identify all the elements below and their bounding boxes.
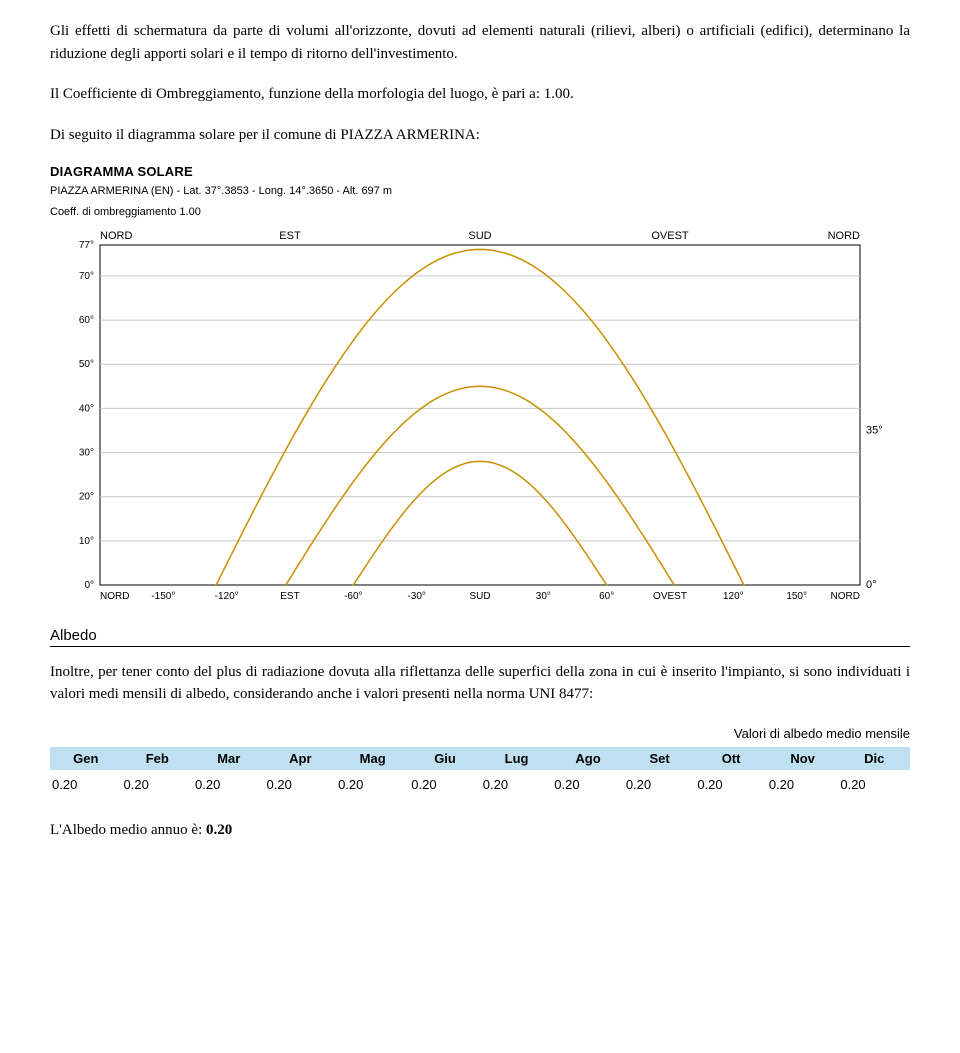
solar-chart-svg: 0° 10° 20° 30° 40° 50° 60° 70° 77° NORD EST SUD OVES… — [50, 225, 900, 607]
svg-text:40°: 40° — [79, 403, 94, 414]
paragraph-screening: Gli effetti di schermatura da parte di v… — [50, 20, 910, 65]
albedo-value-cell: 0.20 — [409, 770, 481, 794]
albedo-table-row: 0.200.200.200.200.200.200.200.200.200.20… — [50, 770, 910, 794]
svg-text:30°: 30° — [79, 447, 94, 458]
svg-text:77°: 77° — [79, 240, 94, 251]
svg-text:NORD: NORD — [828, 230, 860, 242]
albedo-table: GenFebMarAprMagGiuLugAgoSetOttNovDic 0.2… — [50, 747, 910, 794]
svg-text:-60°: -60° — [344, 591, 362, 602]
albedo-value-cell: 0.20 — [481, 770, 553, 794]
albedo-table-caption: Valori di albedo medio mensile — [50, 726, 910, 741]
svg-text:70°: 70° — [79, 271, 94, 282]
svg-text:30°: 30° — [536, 591, 551, 602]
albedo-value-cell: 0.20 — [838, 770, 910, 794]
svg-text:-150°: -150° — [151, 591, 175, 602]
albedo-month-header: Nov — [767, 747, 839, 771]
albedo-month-header: Apr — [265, 747, 337, 771]
albedo-month-header: Ott — [695, 747, 767, 771]
chart-subtitle-location: PIAZZA ARMERINA (EN) - Lat. 37°.3853 - L… — [50, 184, 910, 198]
svg-text:0°: 0° — [84, 580, 94, 591]
svg-text:20°: 20° — [79, 492, 94, 503]
svg-text:10°: 10° — [79, 536, 94, 547]
svg-text:NORD: NORD — [831, 591, 860, 602]
svg-text:35°: 35° — [866, 424, 883, 436]
albedo-month-header: Lug — [481, 747, 553, 771]
svg-text:NORD: NORD — [100, 591, 129, 602]
solar-diagram: DIAGRAMMA SOLARE PIAZZA ARMERINA (EN) - … — [50, 164, 910, 607]
albedo-value-cell: 0.20 — [122, 770, 194, 794]
svg-text:150°: 150° — [786, 591, 807, 602]
svg-text:120°: 120° — [723, 591, 744, 602]
albedo-month-header: Gen — [50, 747, 122, 771]
albedo-value-cell: 0.20 — [193, 770, 265, 794]
paragraph-diagram-intro: Di seguito il diagramma solare per il co… — [50, 124, 910, 147]
albedo-value-cell: 0.20 — [695, 770, 767, 794]
albedo-annual-value: 0.20 — [206, 822, 232, 838]
albedo-value-cell: 0.20 — [767, 770, 839, 794]
svg-text:60°: 60° — [599, 591, 614, 602]
albedo-value-cell: 0.20 — [50, 770, 122, 794]
svg-text:50°: 50° — [79, 359, 94, 370]
chart-subtitle-coeff: Coeff. di ombreggiamento 1.00 — [50, 205, 910, 219]
albedo-heading: Albedo — [50, 627, 910, 647]
albedo-month-header: Mar — [193, 747, 265, 771]
svg-text:60°: 60° — [79, 315, 94, 326]
albedo-table-head-row: GenFebMarAprMagGiuLugAgoSetOttNovDic — [50, 747, 910, 771]
svg-text:-30°: -30° — [407, 591, 425, 602]
svg-text:SUD: SUD — [469, 591, 490, 602]
albedo-month-header: Dic — [838, 747, 910, 771]
svg-text:OVEST: OVEST — [653, 591, 687, 602]
svg-text:-120°: -120° — [215, 591, 239, 602]
albedo-value-cell: 0.20 — [336, 770, 409, 794]
albedo-month-header: Giu — [409, 747, 481, 771]
svg-text:OVEST: OVEST — [651, 230, 689, 242]
paragraph-coefficient: Il Coefficiente di Ombreggiamento, funzi… — [50, 83, 910, 106]
albedo-value-cell: 0.20 — [624, 770, 696, 794]
albedo-annual-label: L'Albedo medio annuo è: — [50, 822, 206, 838]
svg-text:NORD: NORD — [100, 230, 132, 242]
albedo-month-header: Set — [624, 747, 696, 771]
svg-text:EST: EST — [279, 230, 301, 242]
svg-text:0°: 0° — [866, 579, 877, 591]
albedo-month-header: Feb — [122, 747, 194, 771]
albedo-month-header: Ago — [552, 747, 624, 771]
albedo-month-header: Mag — [336, 747, 409, 771]
albedo-annual: L'Albedo medio annuo è: 0.20 — [50, 822, 910, 839]
svg-text:EST: EST — [280, 591, 299, 602]
albedo-intro: Inoltre, per tener conto del plus di rad… — [50, 661, 910, 706]
albedo-value-cell: 0.20 — [552, 770, 624, 794]
chart-title: DIAGRAMMA SOLARE — [50, 164, 910, 180]
svg-text:SUD: SUD — [468, 230, 491, 242]
albedo-value-cell: 0.20 — [265, 770, 337, 794]
